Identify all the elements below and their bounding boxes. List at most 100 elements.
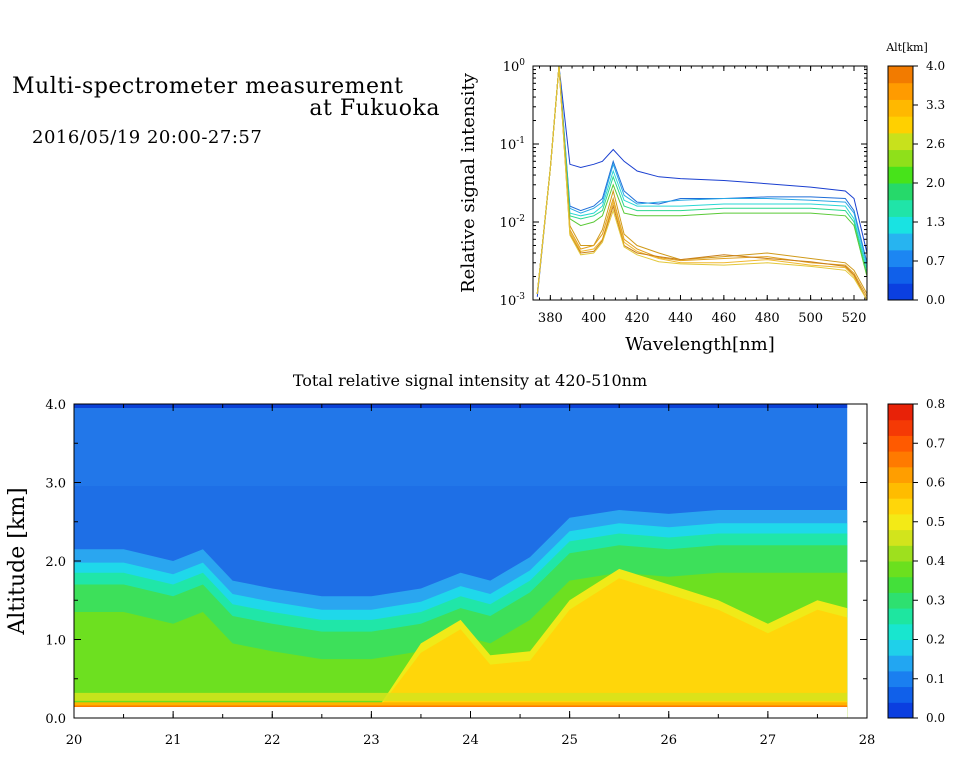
heatmap-y-tick-label: 2.0 (45, 555, 66, 570)
spectrum-plot-area (533, 66, 867, 300)
altitude-colorbar-swatch (888, 249, 913, 268)
heatmap-x-tick-label: 21 (165, 733, 182, 748)
altitude-colorbar-tick-label: 2.6 (926, 137, 945, 151)
spectrum-series-line (536, 66, 867, 300)
title-line-2: at Fukuoka (309, 96, 440, 121)
heatmap-ground-band (74, 692, 848, 701)
heatmap-y-label: Altitude [km] (5, 487, 30, 635)
heatmap-upper-texture (74, 406, 848, 486)
spectrum-frame (532, 65, 868, 301)
intensity-colorbar-swatch (888, 670, 913, 688)
altitude-colorbar-swatch (888, 283, 913, 301)
intensity-colorbar-swatch (888, 686, 913, 703)
spectrum-x-tick-label: 400 (581, 311, 606, 326)
spectrum-x-tick-label: 380 (538, 311, 563, 326)
altitude-colorbar-swatch (888, 82, 913, 100)
intensity-colorbar-tick-label: 0.1 (926, 672, 945, 686)
altitude-colorbar-swatch (888, 116, 913, 134)
spectrum-y-tick-label: 100 (503, 58, 526, 75)
spectrum-x-tick-label: 520 (842, 311, 867, 326)
intensity-colorbar-swatch (888, 404, 913, 421)
heatmap-x-axis: 20 21 22 23 24 25 26 27 28 (66, 404, 876, 748)
intensity-colorbar-swatch (888, 655, 913, 672)
intensity-colorbar-ticks: 0.8 0.7 0.6 0.5 0.4 0.3 0.2 0.1 0.0 (913, 397, 945, 725)
heatmap-y-tick-label: 3.0 (45, 477, 66, 492)
tick-base: 10 (503, 60, 520, 75)
intensity-colorbar-swatch (888, 592, 913, 609)
tick-exponent: 0 (519, 58, 525, 68)
altitude-colorbar-swatch (888, 166, 913, 184)
altitude-colorbar-swatch (888, 99, 913, 117)
tick-base: 10 (500, 216, 517, 231)
heatmap-field (74, 404, 848, 718)
heatmap-x-tick-label: 22 (264, 733, 281, 748)
altitude-colorbar-swatch (888, 233, 913, 251)
heatmap-y-tick-label: 0.0 (45, 712, 66, 727)
altitude-colorbar-tick-label: 0.0 (926, 293, 945, 307)
altitude-colorbar-swatch (888, 183, 913, 201)
intensity-colorbar-tick-label: 0.8 (926, 397, 945, 411)
title-line-1: Multi-spectrometer measurement (12, 74, 404, 99)
spectrum-series-line (536, 66, 867, 297)
intensity-colorbar-tick-label: 0.4 (926, 554, 945, 568)
altitude-colorbar (888, 66, 913, 301)
tick-base: 10 (500, 138, 517, 153)
intensity-heatmap-chart: Total relative signal intensity at 420-5… (5, 371, 945, 748)
heatmap-no-data (74, 707, 848, 718)
spectrum-y-tick-label: 10-2 (500, 214, 525, 231)
intensity-colorbar-tick-label: 0.7 (926, 436, 945, 450)
intensity-colorbar-swatch (888, 545, 913, 562)
altitude-colorbar-tick-label: 2.0 (926, 176, 945, 190)
spectrum-x-tick-label: 480 (755, 311, 780, 326)
altitude-colorbar-label: Alt[km] (885, 41, 928, 54)
intensity-colorbar-swatch (888, 608, 913, 625)
heatmap-layer-yellow (74, 578, 848, 718)
heatmap-title: Total relative signal intensity at 420-5… (293, 371, 647, 390)
intensity-colorbar-tick-label: 0.6 (926, 476, 945, 490)
tick-exponent: -3 (516, 292, 525, 302)
spectrum-y-label: Relative signal intensity (458, 72, 479, 293)
heatmap-y-axis: 0.0 1.0 2.0 3.0 4.0 (45, 398, 867, 727)
spectrum-x-tick-label: 440 (668, 311, 693, 326)
intensity-colorbar-swatch (888, 482, 913, 499)
intensity-colorbar-swatch (888, 513, 913, 531)
spectrum-chart: 380 400 420 440 460 480 500 520 10-310-210-1100… (458, 41, 945, 355)
intensity-colorbar-swatch (888, 623, 913, 640)
intensity-colorbar-tick-label: 0.3 (926, 593, 945, 607)
heatmap-x-tick-label: 26 (660, 733, 677, 748)
intensity-colorbar-swatch (888, 561, 913, 578)
heatmap-x-tick-label: 20 (66, 733, 83, 748)
heatmap-y-tick-label: 4.0 (45, 398, 66, 413)
intensity-colorbar-swatch (888, 451, 913, 468)
intensity-colorbar-swatch (888, 639, 913, 656)
spectrum-y-tick-label: 10-3 (500, 292, 526, 309)
altitude-colorbar-ticks: 4.0 3.3 2.6 2.0 1.3 0.7 0.0 (913, 59, 945, 307)
heatmap-x-tick-label: 24 (462, 733, 479, 748)
heatmap-x-tick-label: 28 (859, 733, 876, 748)
intensity-colorbar-swatch (888, 702, 913, 719)
altitude-colorbar-swatch (888, 266, 913, 284)
heatmap-x-tick-label: 25 (561, 733, 578, 748)
altitude-colorbar-tick-label: 4.0 (926, 59, 945, 73)
spectrum-x-tick-label: 500 (798, 311, 823, 326)
intensity-colorbar-swatch (888, 529, 913, 546)
intensity-colorbar-tick-label: 0.2 (926, 633, 945, 647)
spectrum-series-group (536, 66, 867, 300)
altitude-colorbar-swatch (888, 66, 913, 84)
altitude-colorbar-tick-label: 1.3 (926, 215, 945, 229)
altitude-colorbar-tick-label: 0.7 (926, 254, 945, 268)
spectrum-y-tick-label: 10-1 (500, 136, 525, 153)
period-label: 2016/05/19 20:00-27:57 (32, 127, 263, 148)
altitude-colorbar-swatch (888, 132, 913, 151)
heatmap-y-tick-label: 1.0 (45, 634, 66, 649)
heatmap-ground-band (74, 702, 848, 709)
intensity-colorbar-tick-label: 0.5 (926, 515, 945, 529)
tick-exponent: -1 (516, 136, 525, 146)
altitude-colorbar-swatch (888, 199, 913, 217)
intensity-colorbar-swatch (888, 498, 913, 515)
altitude-colorbar-tick-label: 3.3 (926, 98, 945, 112)
heatmap-top-edge (74, 404, 848, 408)
